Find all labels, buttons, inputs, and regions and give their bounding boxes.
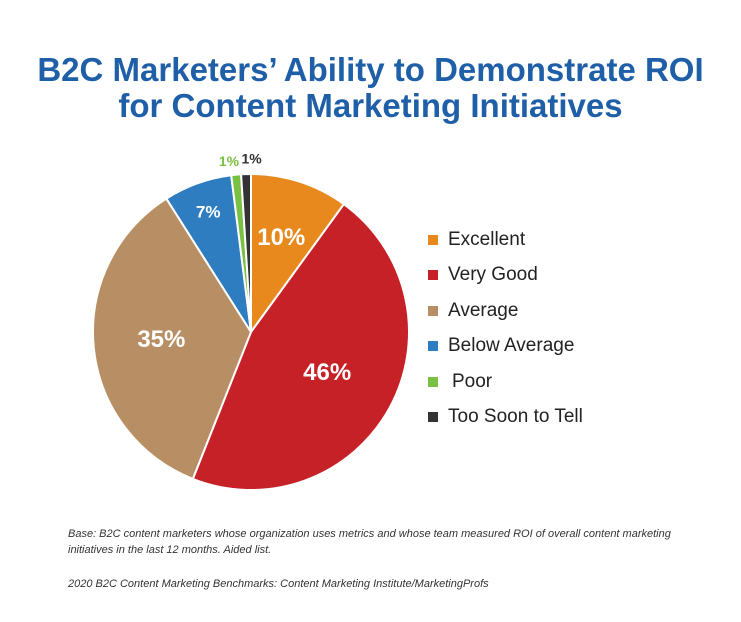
legend-label-too-soon-to-tell: Too Soon to Tell [448, 406, 583, 428]
legend-item-poor: Poor [428, 364, 583, 400]
legend-swatch-excellent [428, 234, 438, 245]
footnote-source: 2020 B2C Content Marketing Benchmarks: C… [68, 578, 489, 590]
chart-title-line-2: for Content Marketing Initiatives [118, 87, 623, 124]
pie-slice-very-good [191, 202, 410, 491]
legend-item-too-soon-to-tell: Too Soon to Tell [428, 400, 583, 436]
data-label-average: 35% [137, 326, 185, 353]
legend-item-very-good: Very Good [428, 258, 583, 294]
chart-title: B2C Marketers’ Ability to Demonstrate RO… [0, 52, 741, 124]
legend-item-average: Average [428, 293, 583, 329]
legend-item-below-average: Below Average [428, 329, 583, 365]
legend-label-below-average: Below Average [448, 335, 575, 357]
pie-slice-average [92, 197, 253, 481]
data-label-very-good: 46% [303, 359, 351, 386]
legend-label-average: Average [448, 299, 519, 321]
legend-swatch-poor [428, 376, 438, 387]
legend-swatch-too-soon-to-tell [428, 412, 438, 423]
legend-item-excellent: Excellent [428, 222, 583, 258]
pie-slice-too-soon-to-tell [240, 172, 252, 333]
data-label-poor: 1% [219, 153, 240, 169]
footnote-base: Base: B2C content marketers whose organi… [68, 528, 671, 556]
data-label-below-average: 7% [196, 203, 221, 222]
data-label-too-soon-to-tell: 1% [241, 151, 262, 167]
chart-title-line-1: B2C Marketers’ Ability to Demonstrate RO… [37, 51, 704, 88]
chart-legend: Excellent Very Good Average Below Averag… [428, 222, 583, 435]
legend-label-very-good: Very Good [448, 264, 538, 286]
legend-label-excellent: Excellent [448, 228, 526, 250]
data-label-excellent: 10% [257, 224, 305, 251]
pie-slice-excellent [250, 172, 346, 336]
legend-swatch-very-good [428, 270, 438, 281]
legend-label-poor: Poor [452, 370, 493, 392]
legend-swatch-average [428, 305, 438, 316]
legend-swatch-below-average [428, 341, 438, 352]
